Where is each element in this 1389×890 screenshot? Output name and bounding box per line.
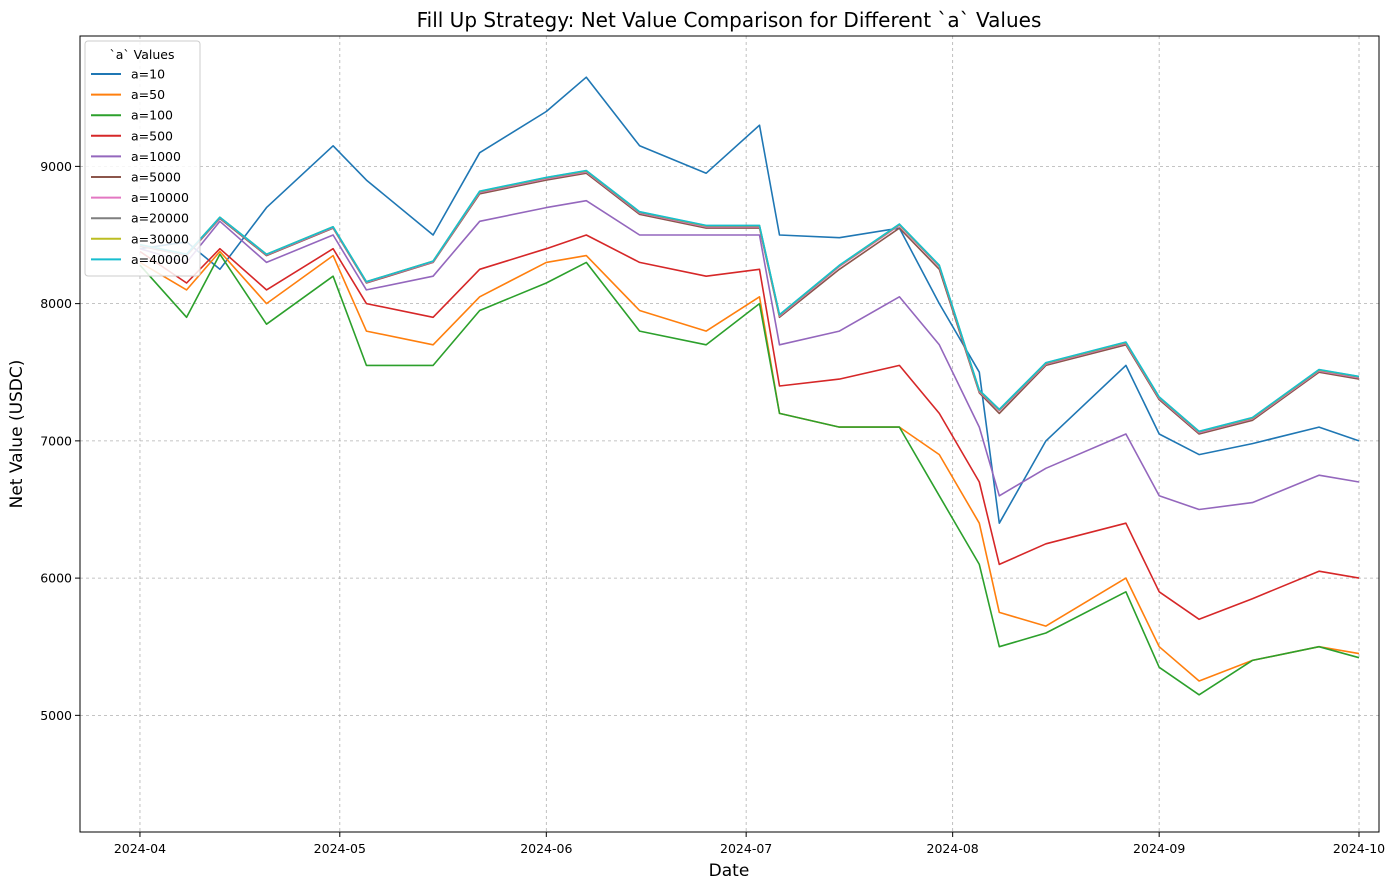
legend: `a` Values a=10 a=50 a=100 a=500 a=1000 a=500… xyxy=(84,40,201,277)
series-line-a-50 xyxy=(139,250,1360,682)
x-tick-label: 2024-05 xyxy=(314,841,366,856)
x-tick-label: 2024-10 xyxy=(1333,841,1385,856)
x-tick-label: 2024-06 xyxy=(520,841,572,856)
series-line-a-100 xyxy=(139,253,1360,696)
series-line-a-10 xyxy=(139,76,1360,525)
ticks-layer: 2024-04 2024-05 2024-06 2024-07 2024-08 2024-… xyxy=(40,159,1385,856)
x-tick-label: 2024-08 xyxy=(927,841,979,856)
legend-entry-label: a=1000 xyxy=(131,149,181,164)
legend-entry-label: a=5000 xyxy=(131,170,181,185)
legend-entry-label: a=40000 xyxy=(131,252,189,267)
y-axis-label: Net Value (USDC) xyxy=(7,360,27,509)
legend-entry-label: a=10000 xyxy=(131,190,189,205)
series-layer xyxy=(139,76,1360,696)
legend-entry-label: a=10 xyxy=(131,67,165,82)
legend-title: `a` Values xyxy=(110,47,175,62)
legend-entry-label: a=20000 xyxy=(131,211,189,226)
legend-entry-label: a=100 xyxy=(131,108,173,123)
x-tick-label: 2024-07 xyxy=(720,841,772,856)
plot-frame xyxy=(79,35,1380,833)
y-tick-label: 6000 xyxy=(40,571,72,586)
series-line-a-1000 xyxy=(139,199,1360,511)
grid-layer xyxy=(80,36,1379,832)
x-tick-label: 2024-04 xyxy=(114,841,166,856)
series-line-a-30000 xyxy=(139,170,1360,433)
x-tick-label: 2024-09 xyxy=(1133,841,1185,856)
y-tick-label: 7000 xyxy=(40,433,72,448)
y-tick-label: 5000 xyxy=(40,708,72,723)
series-line-a-10000 xyxy=(139,171,1360,434)
x-axis-label: Date xyxy=(709,861,750,881)
y-tick-label: 9000 xyxy=(40,159,72,174)
series-line-a-500 xyxy=(139,234,1360,621)
series-line-a-20000 xyxy=(139,170,1360,433)
legend-entry-label: a=30000 xyxy=(131,231,189,246)
legend-entry-label: a=50 xyxy=(131,87,165,102)
series-line-a-40000 xyxy=(139,169,1360,433)
legend-entry-label: a=500 xyxy=(131,128,173,143)
y-tick-label: 8000 xyxy=(40,296,72,311)
chart-title: Fill Up Strategy: Net Value Comparison f… xyxy=(417,8,1042,32)
